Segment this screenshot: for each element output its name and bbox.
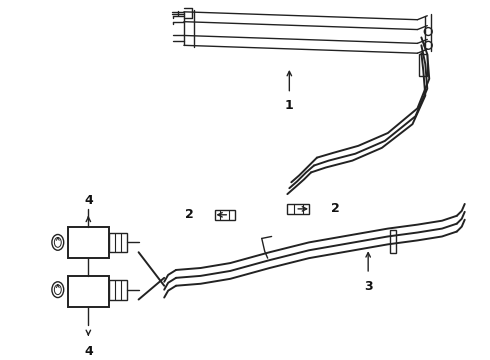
FancyBboxPatch shape — [109, 280, 127, 300]
Ellipse shape — [54, 285, 61, 294]
FancyBboxPatch shape — [68, 276, 109, 307]
FancyBboxPatch shape — [109, 233, 127, 252]
Ellipse shape — [52, 234, 64, 250]
Text: 2: 2 — [331, 202, 340, 215]
Polygon shape — [287, 204, 309, 214]
Text: 4: 4 — [84, 194, 93, 207]
Circle shape — [424, 41, 432, 49]
Polygon shape — [216, 210, 235, 220]
Text: 4: 4 — [84, 345, 93, 358]
Text: 3: 3 — [364, 280, 372, 293]
FancyBboxPatch shape — [390, 230, 396, 253]
Text: 2: 2 — [185, 208, 194, 221]
Text: 1: 1 — [285, 99, 294, 112]
FancyBboxPatch shape — [419, 54, 427, 76]
Circle shape — [424, 28, 432, 36]
Ellipse shape — [54, 238, 61, 247]
FancyBboxPatch shape — [68, 226, 109, 258]
Ellipse shape — [52, 282, 64, 298]
